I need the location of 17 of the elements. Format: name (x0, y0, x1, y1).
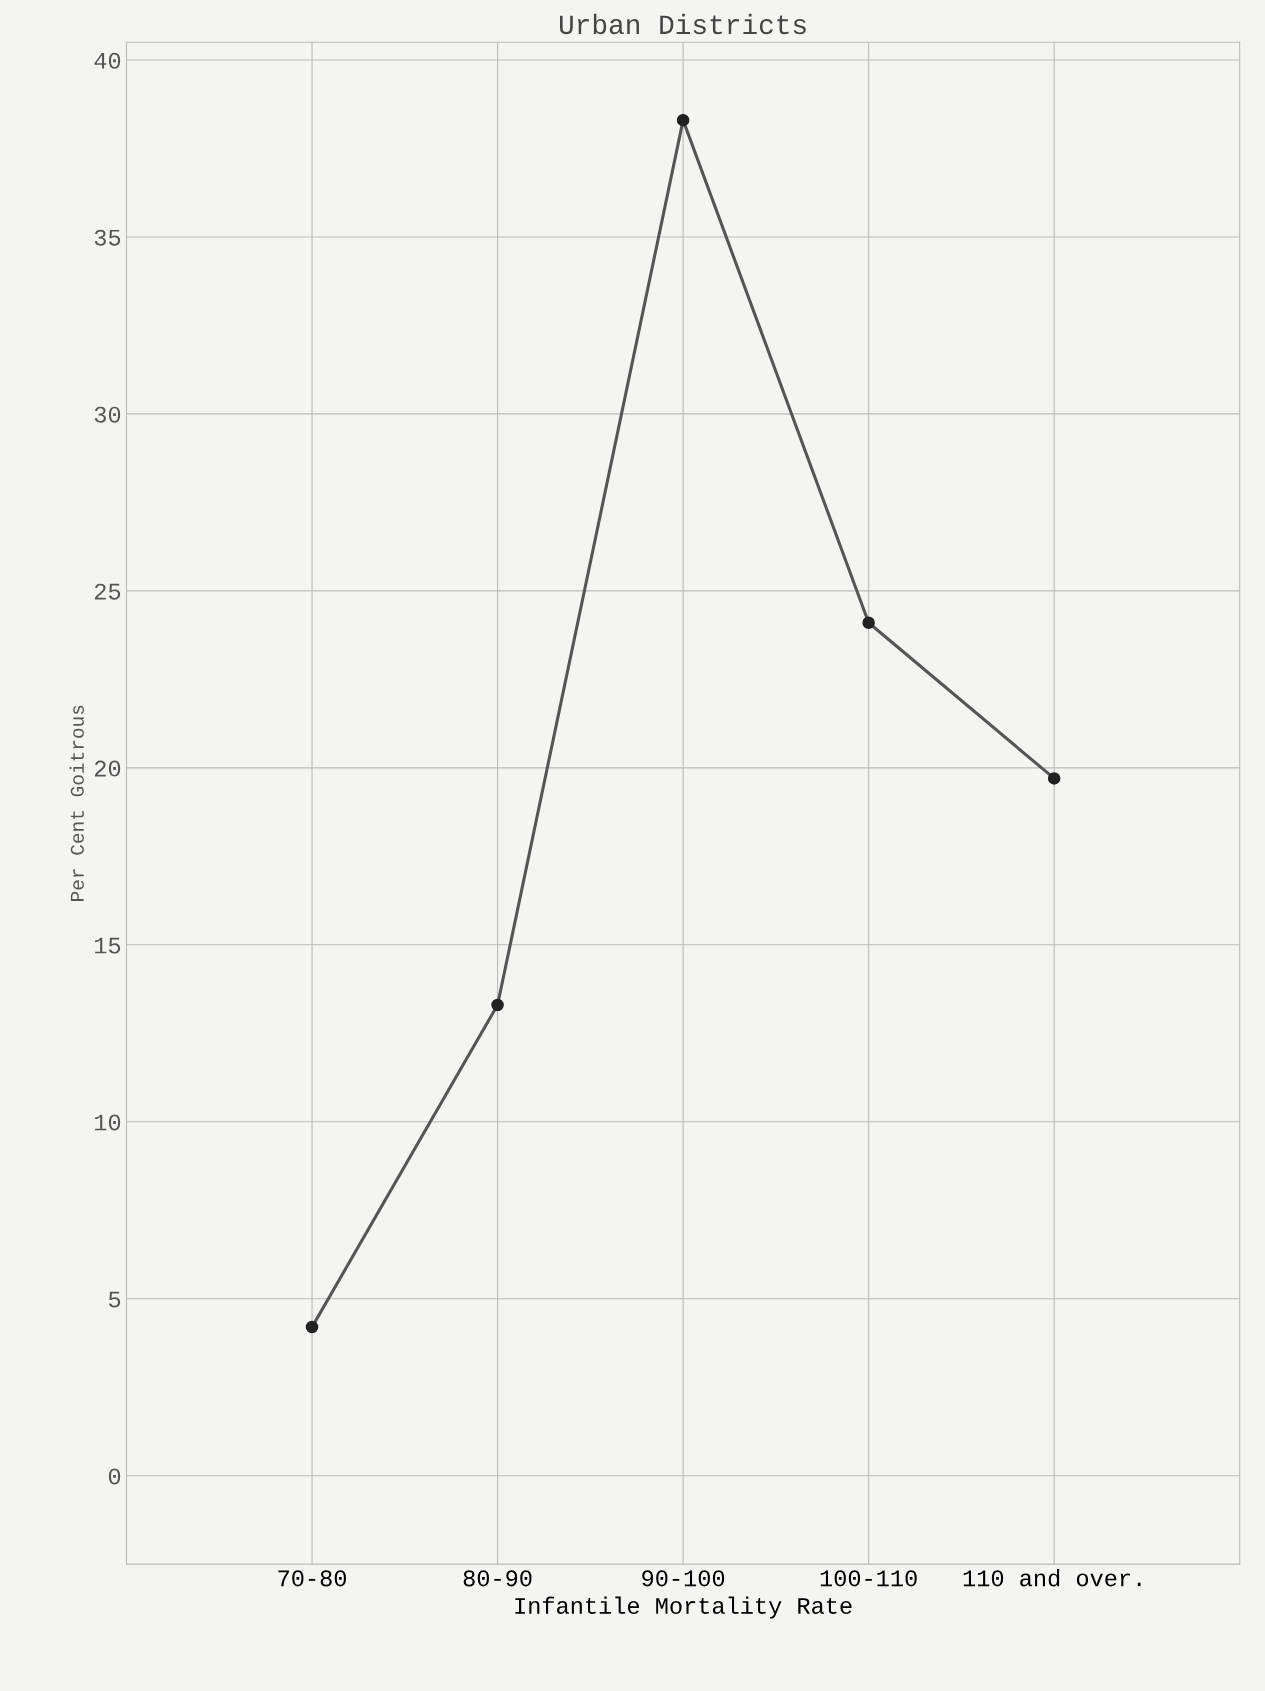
x-tick-label: 90-100 (642, 1570, 725, 1587)
y-tick-label: 40 (94, 52, 121, 69)
y-axis-title: Per Cent Goitrous (69, 705, 84, 901)
x-tick-label: 100-110 (820, 1570, 917, 1587)
x-axis-title: Infantile Mortality Rate (515, 1596, 852, 1619)
y-tick-label: 10 (95, 1114, 121, 1131)
x-tick-label: 110 and over. (963, 1569, 1141, 1587)
y-tick-label: 20 (94, 760, 121, 777)
y-tick-label: 35 (94, 229, 121, 246)
y-tick-label: 25 (94, 583, 121, 600)
x-tick-label: 80-90 (463, 1570, 532, 1587)
y-tick-label: 30 (94, 406, 121, 423)
x-tick-label: 70-80 (278, 1570, 346, 1587)
y-tick-label: 15 (95, 937, 121, 954)
y-tick-label: 0 (108, 1468, 121, 1485)
chart-title: Urban Districts (559, 13, 806, 35)
y-tick-label: 5 (108, 1291, 121, 1308)
